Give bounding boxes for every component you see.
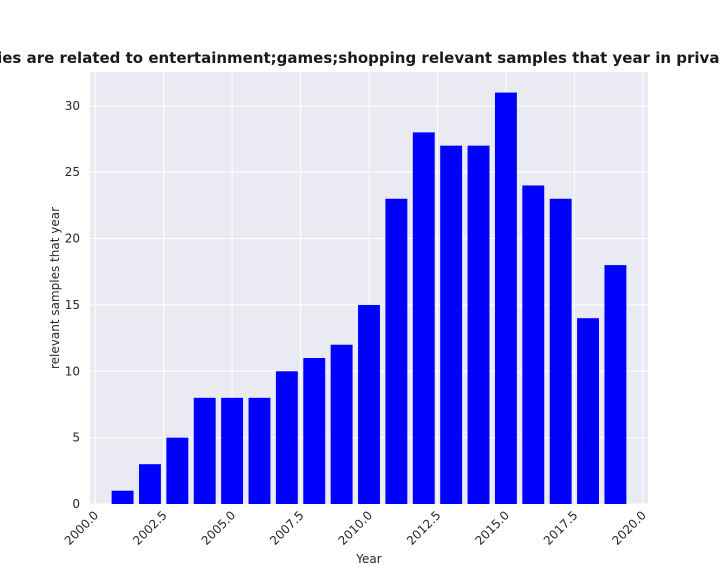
chart-title: Categories are related to entertainment;… <box>0 49 720 67</box>
x-tick-label: 2012.5 <box>404 508 444 548</box>
x-tick-label: 2015.0 <box>472 508 512 548</box>
bar <box>440 145 463 504</box>
bar <box>549 198 572 505</box>
bar <box>248 397 271 504</box>
x-tick-label: 2000.0 <box>62 508 102 548</box>
x-tick-label: 2020.0 <box>609 508 649 548</box>
bar <box>193 397 216 504</box>
x-tick-label: 2007.5 <box>267 508 307 548</box>
bar <box>358 304 380 504</box>
bar <box>577 318 599 504</box>
y-tick-label: 30 <box>65 99 80 113</box>
x-tick-label: 2017.5 <box>541 508 581 548</box>
x-tick-label: 2005.0 <box>199 508 239 548</box>
y-tick-label: 0 <box>72 497 80 511</box>
bar <box>522 185 545 504</box>
bar <box>494 92 517 505</box>
y-axis-label: relevant samples that year <box>48 207 62 369</box>
x-tick-label: 2002.5 <box>130 508 170 548</box>
bar <box>111 490 134 504</box>
bar <box>467 145 490 504</box>
y-tick-label: 5 <box>72 431 80 445</box>
bar <box>275 371 298 504</box>
bar <box>221 397 244 504</box>
bar <box>139 464 161 504</box>
x-tick-label: 2010.0 <box>336 508 376 548</box>
bar <box>303 358 326 504</box>
y-tick-label: 20 <box>65 232 80 246</box>
bars <box>111 92 627 505</box>
bar <box>412 132 435 505</box>
bar <box>166 437 189 504</box>
bar <box>330 344 353 504</box>
x-tick-labels: 2000.0 2002.5 2005.0 2007.5 2010.0 2012.5 2015… <box>62 508 649 548</box>
y-tick-labels: 0 5 10 15 20 25 30 <box>65 99 80 511</box>
bar <box>385 198 408 505</box>
x-axis-label: Year <box>355 552 381 566</box>
y-tick-label: 25 <box>65 165 80 179</box>
bar <box>604 265 627 504</box>
y-tick-label: 15 <box>65 298 80 312</box>
y-tick-label: 10 <box>65 364 80 378</box>
